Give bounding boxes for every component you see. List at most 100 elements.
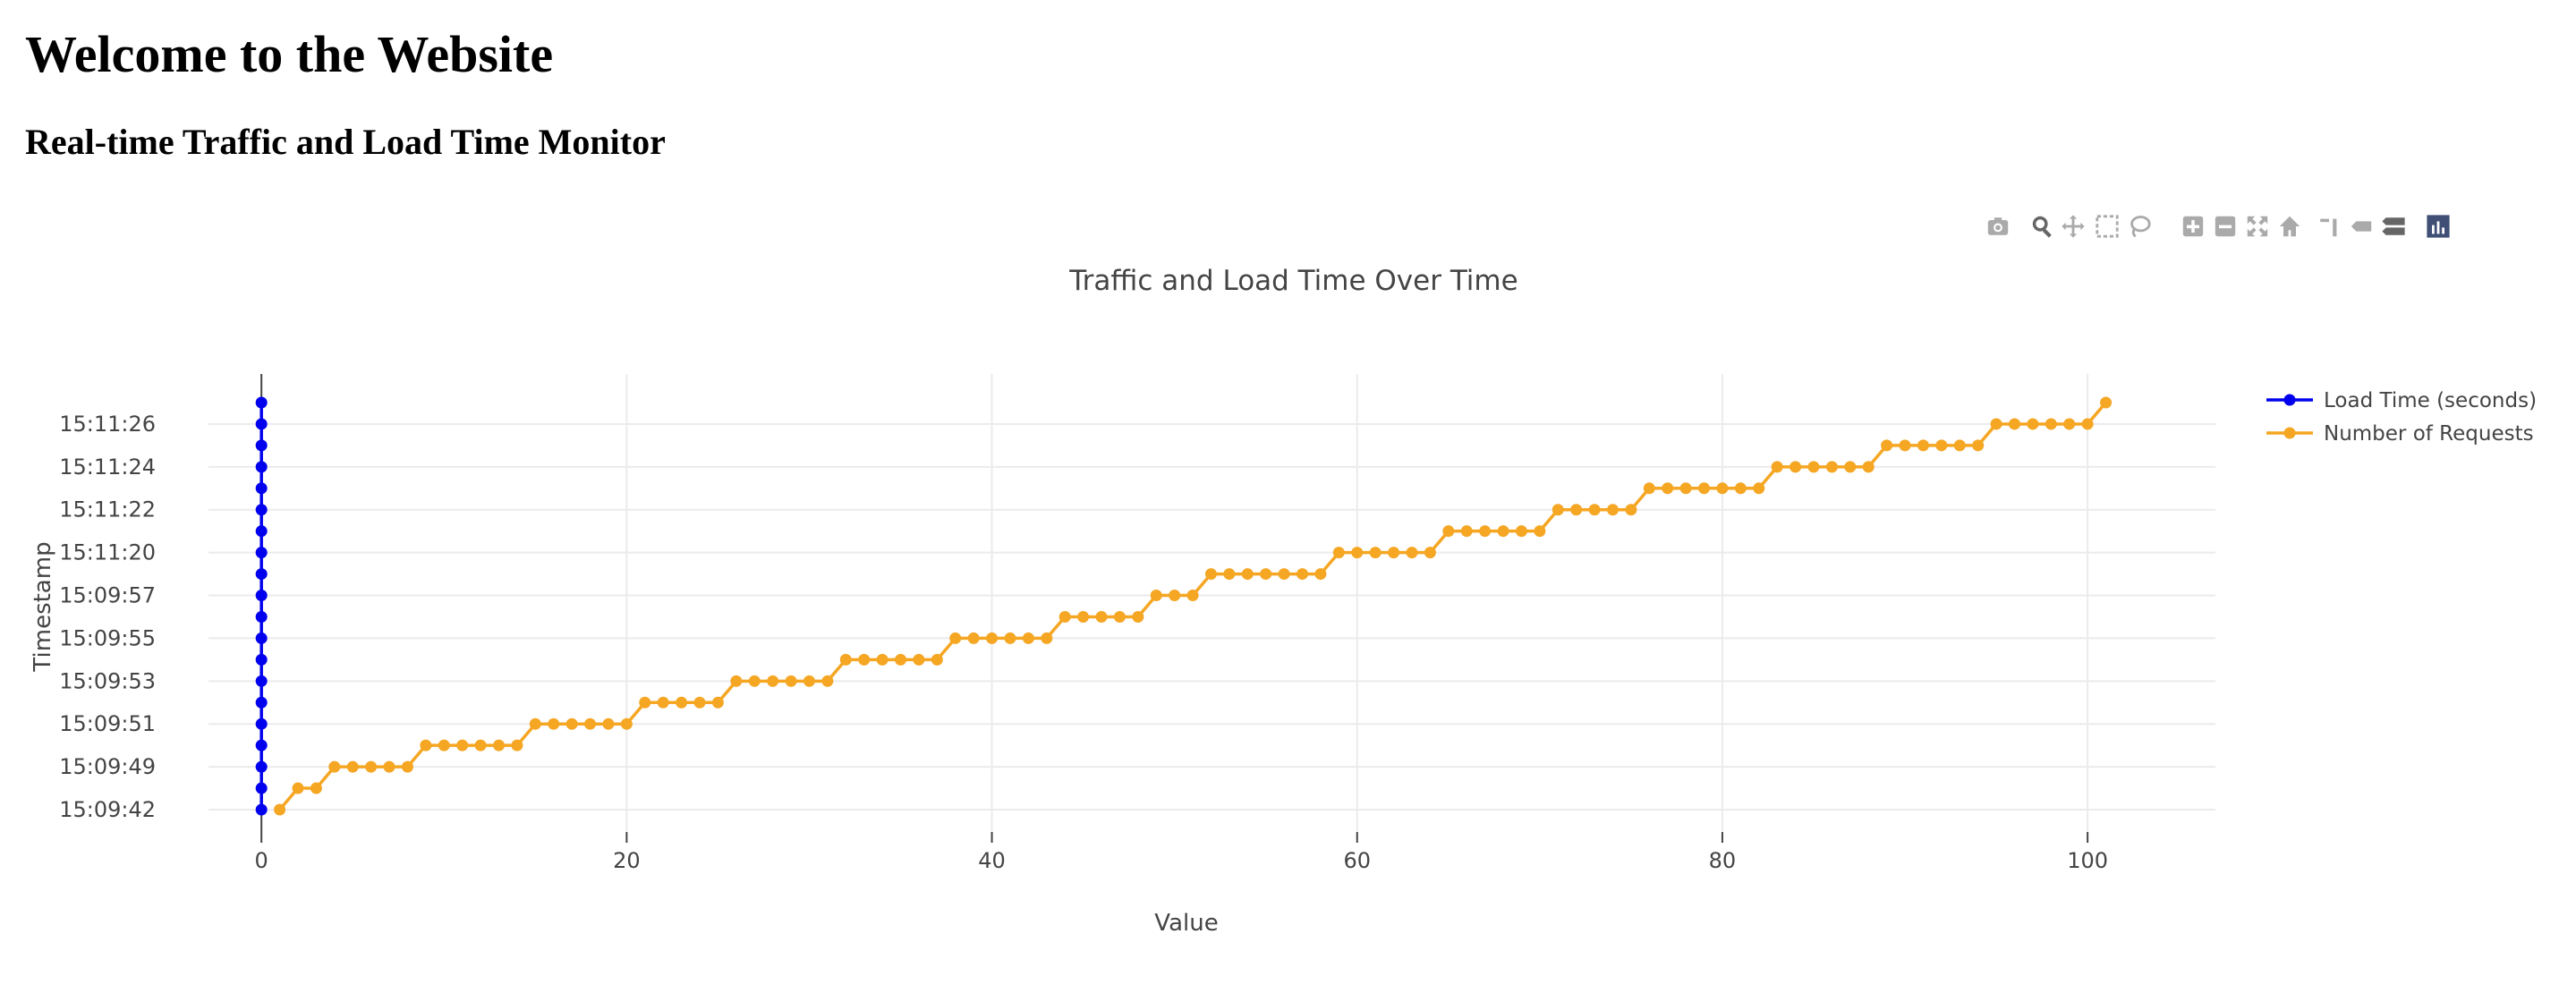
data-point[interactable] [2027,418,2039,430]
data-point[interactable] [895,653,907,666]
data-point[interactable] [1095,610,1108,623]
data-point[interactable] [255,610,268,623]
data-point[interactable] [584,718,597,730]
data-point[interactable] [1625,504,1637,516]
data-point[interactable] [986,632,999,644]
data-point[interactable] [255,718,268,730]
data-point[interactable] [1679,482,1692,495]
data-point[interactable] [365,760,378,773]
data-point[interactable] [1241,568,1254,581]
data-point[interactable] [255,418,268,430]
data-point[interactable] [1022,632,1034,644]
data-point[interactable] [1223,568,1236,581]
data-point[interactable] [1771,461,1783,473]
data-point[interactable] [1186,590,1199,602]
data-point[interactable] [1314,568,1327,581]
data-point[interactable] [1497,525,1509,538]
data-point[interactable] [602,718,615,730]
data-point[interactable] [1534,525,1546,538]
data-point[interactable] [1077,610,1090,623]
data-point[interactable] [1406,547,1418,559]
data-point[interactable] [730,675,743,687]
data-point[interactable] [1862,461,1875,473]
data-point[interactable] [1515,525,1527,538]
data-point[interactable] [255,568,268,581]
data-point[interactable] [1132,610,1144,623]
data-point[interactable] [1351,547,1364,559]
data-point[interactable] [1698,482,1711,495]
box-select-icon[interactable] [2094,213,2121,240]
data-point[interactable] [1716,482,1729,495]
data-point[interactable] [1479,525,1492,538]
data-point[interactable] [456,739,469,752]
lasso-icon[interactable] [2126,213,2153,240]
data-point[interactable] [1332,547,1345,559]
data-point[interactable] [1570,504,1583,516]
data-point[interactable] [255,396,268,409]
data-point[interactable] [657,696,669,709]
data-point[interactable] [255,739,268,752]
data-point[interactable] [693,696,706,709]
data-point[interactable] [1990,418,2002,430]
data-point[interactable] [1278,568,1290,581]
data-point[interactable] [1734,482,1747,495]
data-point[interactable] [529,718,541,730]
data-point[interactable] [438,739,450,752]
data-point[interactable] [748,675,761,687]
data-point[interactable] [1753,482,1765,495]
data-point[interactable] [1369,547,1382,559]
data-point[interactable] [676,696,688,709]
data-point[interactable] [1899,439,1911,452]
data-point[interactable] [420,739,432,752]
plotly-logo-icon[interactable] [2425,213,2452,240]
camera-icon[interactable] [1985,213,2011,240]
data-point[interactable] [255,803,268,816]
data-point[interactable] [1297,568,1309,581]
data-point[interactable] [255,525,268,538]
data-point[interactable] [1917,439,1929,452]
data-point[interactable] [949,632,962,644]
data-point[interactable] [1204,568,1217,581]
home-icon[interactable] [2276,213,2303,240]
data-point[interactable] [1442,525,1455,538]
data-point[interactable] [2063,418,2076,430]
data-point[interactable] [1460,525,1473,538]
data-point[interactable] [639,696,651,709]
data-point[interactable] [1552,504,1564,516]
data-point[interactable] [1150,590,1162,602]
data-point[interactable] [1058,610,1071,623]
data-point[interactable] [1606,504,1619,516]
data-point[interactable] [255,461,268,473]
data-point[interactable] [1662,482,1674,495]
zoom-out-icon[interactable] [2212,213,2239,240]
data-point[interactable] [255,696,268,709]
data-point[interactable] [401,760,413,773]
data-point[interactable] [1881,439,1893,452]
data-point[interactable] [1807,461,1820,473]
data-point[interactable] [255,653,268,666]
data-point[interactable] [1953,439,1966,452]
data-point[interactable] [383,760,395,773]
data-point[interactable] [767,675,779,687]
data-point[interactable] [803,675,815,687]
data-point[interactable] [274,803,286,816]
data-point[interactable] [1424,547,1436,559]
data-point[interactable] [255,482,268,495]
data-point[interactable] [511,739,523,752]
data-point[interactable] [493,739,506,752]
data-point[interactable] [2081,418,2094,430]
data-point[interactable] [785,675,797,687]
data-point[interactable] [1844,461,1857,473]
data-point[interactable] [1935,439,1948,452]
zoom-icon[interactable] [2029,213,2056,240]
data-point[interactable] [255,782,268,794]
data-point[interactable] [1169,590,1181,602]
data-point[interactable] [255,504,268,516]
data-point[interactable] [1113,610,1126,623]
data-point[interactable] [310,782,322,794]
data-point[interactable] [255,439,268,452]
data-point[interactable] [858,653,871,666]
data-point[interactable] [1790,461,1802,473]
data-point[interactable] [931,653,943,666]
spike-lines-icon[interactable] [2316,213,2342,240]
